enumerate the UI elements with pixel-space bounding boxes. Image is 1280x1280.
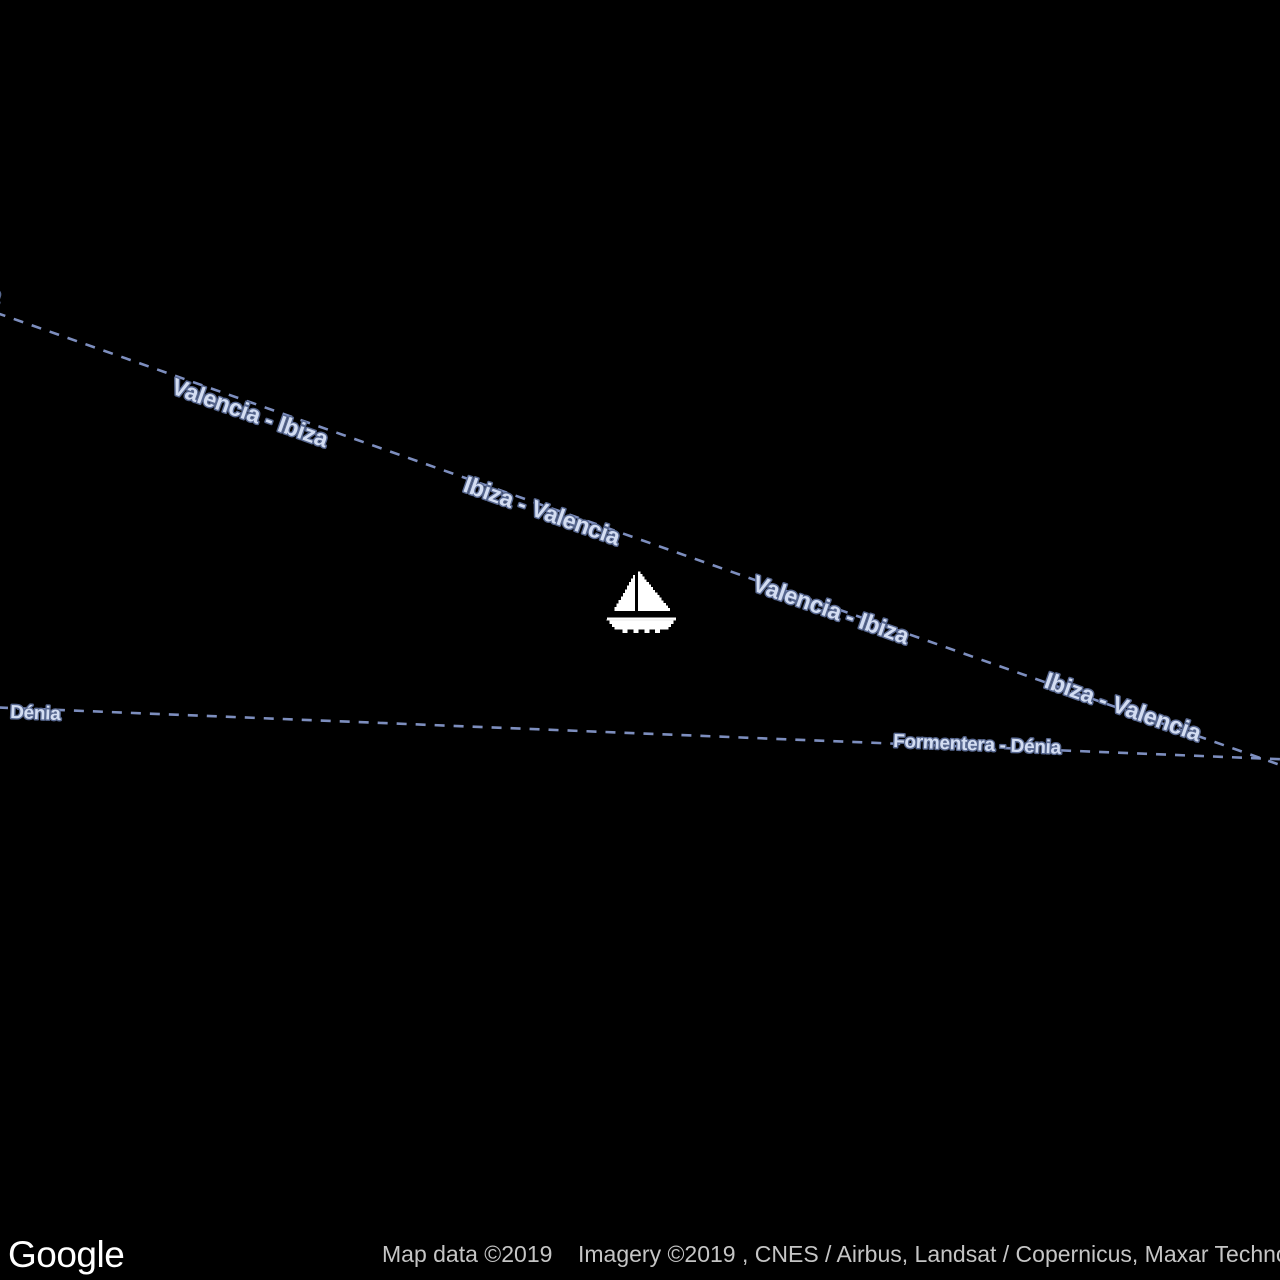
svg-text:Ibiza - Valencia: Ibiza - Valencia	[460, 471, 624, 550]
svg-text:Map data ©2019: Map data ©2019	[382, 1241, 552, 1267]
svg-text:Google: Google	[8, 1234, 124, 1275]
svg-text:Imagery ©2019 , CNES / Airbus,: Imagery ©2019 , CNES / Airbus, Landsat /…	[578, 1241, 1280, 1267]
svg-text:Formentera - Dénia: Formentera - Dénia	[893, 731, 1062, 759]
svg-text:Valencia - Ibiza: Valencia - Ibiza	[749, 570, 913, 649]
svg-text:Ibiza - Valencia: Ibiza - Valencia	[1041, 667, 1205, 746]
svg-text:a: a	[0, 280, 6, 309]
svg-text:Valencia - Ibiza: Valencia - Ibiza	[168, 373, 332, 452]
svg-text:Dénia: Dénia	[10, 702, 62, 725]
